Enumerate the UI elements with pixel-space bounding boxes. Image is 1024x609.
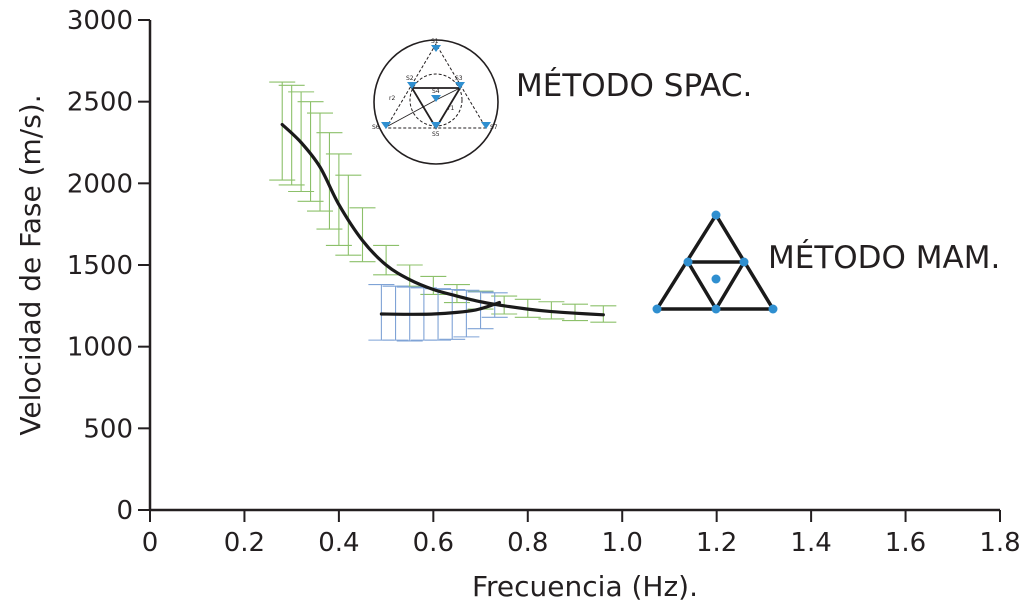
y-tick-label: 2500 [67, 88, 133, 118]
mam-stations [652, 210, 778, 314]
mam-station-marker [768, 304, 778, 314]
error-bar [316, 132, 343, 230]
error-bar [335, 174, 362, 256]
mam-station-marker [683, 257, 693, 267]
mam-station-marker [711, 210, 721, 220]
y-ticks: 0 500 1000 1500 2000 2500 3000 [67, 6, 150, 526]
x-tick-label: 0.6 [413, 528, 454, 558]
error-bar [368, 284, 395, 341]
mam-inner-triangle [684, 260, 748, 313]
spac-station-marker [455, 82, 465, 89]
station-label: S3 [455, 75, 463, 82]
series-lines [280, 122, 605, 317]
station-label: S6 [372, 124, 380, 131]
x-ticks: 0 0.2 0.4 0.6 0.8 1.0 1.2 1.4 1.6 1.8 [142, 510, 1021, 558]
y-tick-label: 500 [83, 414, 133, 444]
mam-station-marker [711, 304, 721, 314]
spac-radius-line [387, 99, 437, 127]
station-label: S2 [406, 75, 414, 82]
spac-array-diagram: S1 S2 S3 S4 S5 S6 S7 r1 r2 [372, 38, 499, 165]
error-bar [325, 153, 352, 246]
mam-station-marker [711, 274, 721, 284]
x-axis-title: Frecuencia (Hz). [472, 570, 698, 603]
station-label: S4 [432, 88, 440, 95]
x-tick-label: 1.6 [885, 528, 926, 558]
station-label: S7 [490, 124, 498, 131]
mam-array-diagram [653, 211, 777, 313]
error-bar [443, 284, 470, 304]
radius-label: r2 [389, 95, 395, 102]
error-bar [420, 275, 447, 295]
y-tick-label: 2000 [67, 169, 133, 199]
spac-outer-triangle [385, 43, 487, 129]
spac-stations [381, 45, 491, 129]
x-tick-label: 0.8 [507, 528, 548, 558]
error-bars [269, 81, 617, 342]
series-line [280, 122, 605, 317]
spac-radius-line [435, 87, 461, 101]
y-axis-title: Velocidad de Fase (m/s). [14, 94, 47, 435]
error-bar [269, 81, 296, 181]
error-bar [307, 112, 333, 212]
x-tick-label: 1.2 [696, 528, 737, 558]
error-bar [349, 207, 376, 263]
x-tick-label: 0.4 [318, 528, 359, 558]
mam-station-marker [739, 257, 749, 267]
x-tick-label: 0 [142, 528, 159, 558]
series-line [379, 300, 502, 316]
spac-station-marker [431, 45, 441, 52]
y-tick-label: 3000 [67, 6, 133, 36]
spac-station-marker [431, 95, 441, 102]
spac-station-marker [407, 82, 417, 89]
annotation-mam: MÉTODO MAM. [768, 240, 1000, 276]
x-tick-label: 1.0 [602, 528, 643, 558]
station-label: S1 [431, 38, 439, 45]
x-tick-label: 0.2 [224, 528, 265, 558]
y-tick-label: 0 [116, 496, 133, 526]
spac-station-marker [431, 122, 441, 129]
annotation-spac: MÉTODO SPAC. [516, 68, 752, 104]
error-bar [439, 288, 466, 340]
spac-station-marker [381, 122, 391, 129]
x-tick-label: 1.8 [979, 528, 1020, 558]
y-tick-label: 1000 [67, 333, 133, 363]
y-tick-label: 1500 [67, 251, 133, 281]
mam-station-marker [652, 304, 662, 314]
radius-label: r1 [448, 105, 454, 112]
station-label: S5 [432, 131, 440, 138]
spac-outer-circle [373, 39, 499, 165]
spac-station-marker [481, 122, 491, 129]
spac-inner-triangle [410, 87, 462, 130]
error-bar [373, 244, 400, 276]
x-tick-label: 1.4 [790, 528, 831, 558]
